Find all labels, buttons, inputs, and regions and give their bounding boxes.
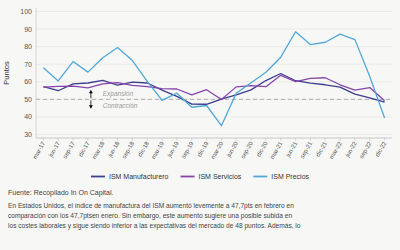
y-tick-label: 100	[20, 8, 32, 15]
x-tick-label: sep-22	[358, 140, 373, 159]
note-line: los costes laborales y sigue siendo infe…	[8, 222, 301, 230]
legend-swatch	[181, 176, 195, 178]
background	[0, 0, 400, 250]
x-tick-label: sep-20	[240, 140, 255, 159]
x-tick-label: dic-22	[374, 140, 388, 158]
x-tick	[310, 138, 311, 141]
x-tick	[325, 138, 326, 141]
x-tick-label: dic-18	[137, 140, 151, 158]
series-line	[43, 74, 384, 105]
legend-item: ISM Servicios	[181, 173, 242, 180]
x-tick	[102, 138, 103, 141]
x-tick	[117, 138, 118, 141]
x-tick	[58, 138, 59, 141]
x-tick-label: dic-20	[255, 140, 269, 158]
x-tick	[295, 138, 296, 141]
y-axis-label: Puntos	[2, 61, 11, 85]
x-tick	[176, 138, 177, 141]
legend: ISM Manufacturero ISM Servicios ISM Precio…	[91, 173, 310, 180]
x-tick	[251, 138, 252, 141]
x-tick-label: mar-22	[328, 140, 343, 160]
x-tick	[221, 138, 222, 141]
note-line: comparación con los 47,7ptsen enero. Sin…	[8, 212, 292, 220]
x-tick-label: sep-17	[62, 140, 77, 159]
x-tick	[162, 138, 163, 141]
x-tick	[384, 138, 385, 141]
x-tick	[369, 138, 370, 141]
x-tick	[236, 138, 237, 141]
x-tick-label: jun-22	[344, 140, 358, 159]
x-tick	[191, 138, 192, 141]
x-tick-label: mar-17	[32, 140, 47, 160]
legend-swatch	[253, 176, 267, 178]
grid-line	[36, 29, 392, 30]
x-tick	[354, 138, 355, 141]
x-tick-label: sep-21	[299, 140, 314, 159]
series-line	[43, 75, 384, 100]
x-tick	[43, 138, 44, 141]
annotation-arrowhead	[89, 90, 93, 93]
annotation: Expansión	[103, 90, 134, 98]
x-tick-label: mar-18	[91, 140, 106, 160]
y-tick-label: 70	[24, 61, 32, 68]
grid-line	[36, 46, 392, 47]
series-line	[43, 32, 384, 126]
x-tick-label: mar-21	[269, 140, 284, 160]
x-tick-label: sep-18	[121, 140, 136, 159]
x-tick-label: dic-19	[196, 140, 210, 158]
x-tick-label: jun-20	[225, 140, 239, 159]
grid-line	[36, 11, 392, 12]
x-tick-label: dic-17	[77, 140, 91, 158]
x-tick-label: sep-19	[180, 140, 195, 159]
x-tick	[132, 138, 133, 141]
x-tick	[340, 138, 341, 141]
x-tick-label: jun-17	[47, 140, 61, 159]
y-axis-line	[36, 8, 37, 138]
source: Fuente: Recopilado In On Capital.	[8, 189, 114, 197]
x-tick	[206, 138, 207, 141]
y-tick-label: 40	[24, 113, 32, 120]
legend-label: ISM Manufacturero	[109, 173, 169, 180]
x-tick	[87, 138, 88, 141]
y-tick-label: 90	[24, 26, 32, 33]
note-line: En Estados Unidos, el índice de manufact…	[8, 202, 294, 210]
y-tick-label: 60	[24, 78, 32, 85]
x-tick	[265, 138, 266, 141]
x-tick	[73, 138, 74, 141]
grid-line	[36, 64, 392, 65]
chart: 30405060708090100Puntosmar-17jun-17sep-1…	[0, 0, 400, 250]
x-tick-label: jun-19	[166, 140, 180, 159]
x-tick-label: mar-19	[150, 140, 165, 160]
legend-label: ISM Precios	[271, 173, 309, 180]
annotation-arrowhead	[89, 105, 93, 108]
x-tick	[147, 138, 148, 141]
y-tick-label: 50	[24, 96, 32, 103]
legend-item: ISM Manufacturero	[91, 173, 169, 180]
legend-item: ISM Precios	[253, 173, 309, 180]
grid-line	[36, 134, 392, 135]
legend-swatch	[91, 176, 105, 178]
note: En Estados Unidos, el índice de manufact…	[8, 202, 301, 230]
y-tick-label: 30	[24, 131, 32, 138]
legend-label: ISM Servicios	[199, 173, 242, 180]
grid-line	[36, 99, 392, 100]
x-tick-label: jun-18	[106, 140, 120, 159]
x-tick-label: dic-21	[315, 140, 329, 158]
plot-area	[36, 32, 392, 126]
x-tick	[280, 138, 281, 141]
threshold-line	[36, 99, 392, 100]
x-tick-label: jun-21	[284, 140, 298, 159]
x-tick-label: mar-20	[210, 140, 225, 160]
x-axis-line	[36, 138, 392, 139]
y-tick-label: 80	[24, 43, 32, 50]
annotation: Contracción	[103, 102, 138, 109]
